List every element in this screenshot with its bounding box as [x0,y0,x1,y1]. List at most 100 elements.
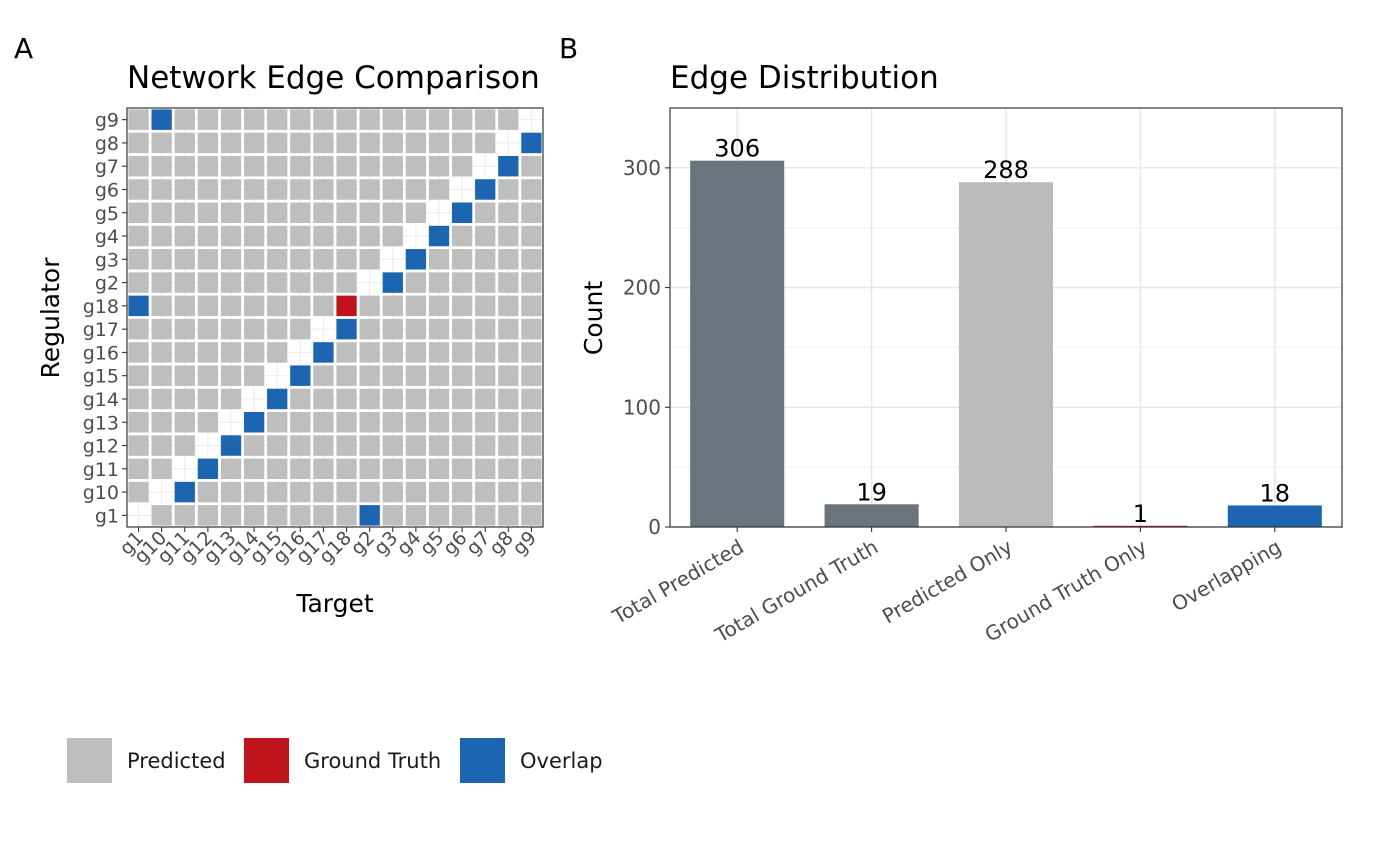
heatmap-cell-g13-g8 [498,412,519,433]
heatmap-cell-g15-g12 [197,365,219,386]
heatmap-cell-g2-g5 [428,272,450,293]
heatmap-y-axis-title: Regulator [36,257,65,379]
heatmap-cell-g2-g14 [243,272,265,293]
heatmap-cell-g6-g13 [220,179,242,200]
heatmap-cell-g3-g1 [128,249,149,270]
heatmap-cell-g6-g14 [243,179,265,200]
heatmap-cell-g2-g15 [267,272,288,293]
heatmap-cell-g15-g8 [498,365,519,386]
heatmap-cell-g18-g9 [521,295,542,317]
heatmap-cell-g17-g15 [267,318,288,340]
heatmap-cell-g2-g8 [498,272,519,293]
heatmap-cell-g7-g1 [128,155,149,177]
heatmap-cell-g6-g15 [267,179,288,200]
heatmap-cell-g1-g11 [174,505,195,526]
heatmap-cell-g14-g10 [151,388,172,410]
heatmap-cell-g10-g18 [336,481,357,503]
heatmap-cell-g10-g12 [197,481,219,503]
heatmap-cell-g9-g1 [128,109,149,130]
bar-x-tick-label: Predicted Only [878,534,1017,628]
heatmap-cell-g16-g9 [521,342,542,363]
heatmap-cell-g15-g5 [428,365,450,386]
heatmap-cell-g4-g12 [197,225,219,247]
heatmap-cell-g9-g12 [197,109,219,130]
heatmap-cell-g8-g14 [243,132,265,154]
heatmap-cell-g4-g5 [428,225,450,247]
heatmap-cell-g4-g13 [220,225,242,247]
heatmap-cell-g14-g13 [220,388,242,410]
heatmap-cell-g2-g11 [174,272,195,293]
heatmap-cell-g3-g8 [498,249,519,270]
heatmap-cell-g13-g7 [475,412,496,433]
heatmap-cell-g13-g18 [336,412,357,433]
heatmap-cell-g10-g1 [128,481,149,503]
heatmap-cell-g18-g7 [475,295,496,317]
heatmap-y-tick-label: g1 [95,505,119,527]
heatmap-cell-g11-g8 [498,458,519,480]
heatmap-background [127,108,543,527]
heatmap-cell-g10-g13 [220,481,242,503]
heatmap-cell-g6-g11 [174,179,195,200]
heatmap-cell-g9-g8 [498,109,519,130]
heatmap-cell-g17-g11 [174,318,195,340]
heatmap-cell-g14-g4 [405,388,427,410]
heatmap-y-tick-label: g3 [95,249,119,271]
heatmap-cell-g16-g1 [128,342,149,363]
heatmap-cell-g10-g9 [521,481,542,503]
heatmap-cell-g9-g16 [290,109,311,130]
heatmap-cell-g16-g7 [475,342,496,363]
panel-tag-a: A [14,32,33,65]
heatmap-cell-g4-g10 [151,225,172,247]
heatmap-cell-g14-g17 [313,388,334,410]
heatmap-cell-g2-g16 [290,272,311,293]
heatmap-y-tick-label: g11 [83,459,119,481]
heatmap-y-tick-label: g13 [83,412,119,434]
heatmap-cell-g10-g16 [290,481,311,503]
heatmap-cell-g10-g2 [359,481,380,503]
heatmap-cell-g9-g4 [405,109,427,130]
heatmap-cell-g4-g17 [313,225,334,247]
heatmap-cell-g9-g3 [382,109,403,130]
heatmap-cell-g16-g5 [428,342,450,363]
heatmap-cell-g14-g6 [451,388,473,410]
heatmap-cell-g5-g2 [359,202,380,223]
heatmap-cell-g13-g2 [359,412,380,433]
heatmap-cell-g2-g4 [405,272,427,293]
heatmap-cell-g13-g4 [405,412,427,433]
heatmap-cell-g18-g8 [498,295,519,317]
heatmap-cell-g16-g18 [336,342,357,363]
heatmap-cell-g13-g5 [428,412,450,433]
heatmap-cell-g15-g4 [405,365,427,386]
heatmap-cell-g5-g17 [313,202,334,223]
heatmap-cell-g8-g3 [382,132,403,154]
heatmap-cell-g3-g18 [336,249,357,270]
heatmap-cell-g7-g4 [405,155,427,177]
heatmap-cell-g3-g9 [521,249,542,270]
heatmap-cell-g18-g2 [359,295,380,317]
heatmap-cell-g1-g2 [359,505,380,526]
heatmap-cell-g1-g18 [336,505,357,526]
heatmap-cell-g8-g18 [336,132,357,154]
heatmap-cell-g12-g9 [521,435,542,456]
heatmap-cell-g4-g8 [498,225,519,247]
heatmap-cell-g18-g13 [220,295,242,317]
heatmap-cell-g12-g15 [267,435,288,456]
heatmap-cell-g5-g9 [521,202,542,223]
heatmap-cell-g8-g6 [451,132,473,154]
heatmap-cell-g1-g17 [313,505,334,526]
heatmap-cell-g10-g15 [267,481,288,503]
bar-y-tick-label: 100 [623,395,661,419]
heatmap-y-tick-label: g7 [95,156,119,178]
heatmap-cell-g13-g1 [128,412,149,433]
heatmap-cell-g10-g7 [475,481,496,503]
panel-tag-b: B [559,32,578,65]
heatmap-cell-g11-g15 [267,458,288,480]
heatmap-cell-g13-g3 [382,412,403,433]
heatmap-cell-g10-g8 [498,481,519,503]
heatmap-cell-g5-g18 [336,202,357,223]
heatmap-cell-g8-g5 [428,132,450,154]
heatmap-cell-g16-g4 [405,342,427,363]
heatmap-title: Network Edge Comparison [127,60,540,96]
heatmap-cell-g2-g12 [197,272,219,293]
heatmap-cell-g8-g2 [359,132,380,154]
